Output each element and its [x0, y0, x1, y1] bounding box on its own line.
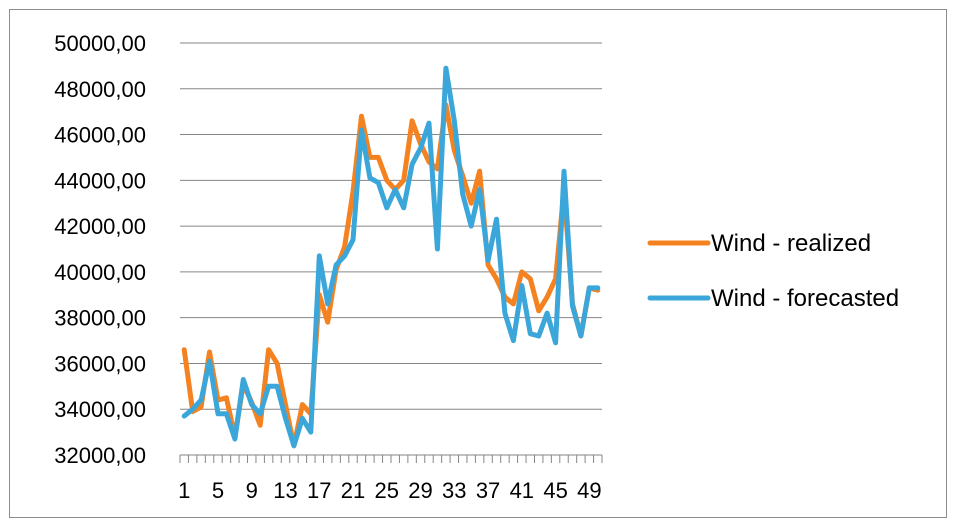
- x-tick-label: 9: [246, 478, 258, 503]
- x-tick-label: 29: [408, 478, 432, 503]
- legend: Wind - realized Wind - forecasted: [647, 230, 899, 312]
- chart-frame: [9, 9, 947, 518]
- x-tick-label: 5: [212, 478, 224, 503]
- x-tick-label: 13: [273, 478, 297, 503]
- gridlines: [180, 42, 602, 410]
- y-tick-label: 46000,00: [54, 123, 146, 148]
- legend-label: Wind - forecasted: [711, 285, 899, 312]
- y-tick-label: 38000,00: [54, 306, 146, 331]
- x-tick-label: 49: [577, 478, 601, 503]
- y-tick-label: 44000,00: [54, 168, 146, 193]
- y-tick-label: 42000,00: [54, 214, 146, 239]
- series-lines: [181, 65, 601, 449]
- y-tick-label: 32000,00: [54, 443, 146, 468]
- y-tick-label: 48000,00: [54, 77, 146, 102]
- y-tick-label: 36000,00: [54, 351, 146, 376]
- x-tick-label: 45: [543, 478, 567, 503]
- legend-label: Wind - realized: [711, 230, 871, 257]
- y-tick-label: 34000,00: [54, 397, 146, 422]
- x-tick-label: 25: [375, 478, 399, 503]
- y-axis-ticks: 32000,00 34000,00 36000,00 38000,00 40000,00…: [54, 31, 146, 468]
- series-line-forecasted: [181, 65, 601, 449]
- x-tick-label: 33: [442, 478, 466, 503]
- y-tick-label: 40000,00: [54, 260, 146, 285]
- x-tick-label: 41: [510, 478, 534, 503]
- x-tick-label: 1: [178, 478, 190, 503]
- x-tick-label: 21: [341, 478, 365, 503]
- x-tick-label: 37: [476, 478, 500, 503]
- x-tick-label: 17: [307, 478, 331, 503]
- x-axis: 1 5 9 13 17 21 25 29 33 37 41 45 49: [178, 454, 603, 503]
- y-tick-label: 50000,00: [54, 31, 146, 56]
